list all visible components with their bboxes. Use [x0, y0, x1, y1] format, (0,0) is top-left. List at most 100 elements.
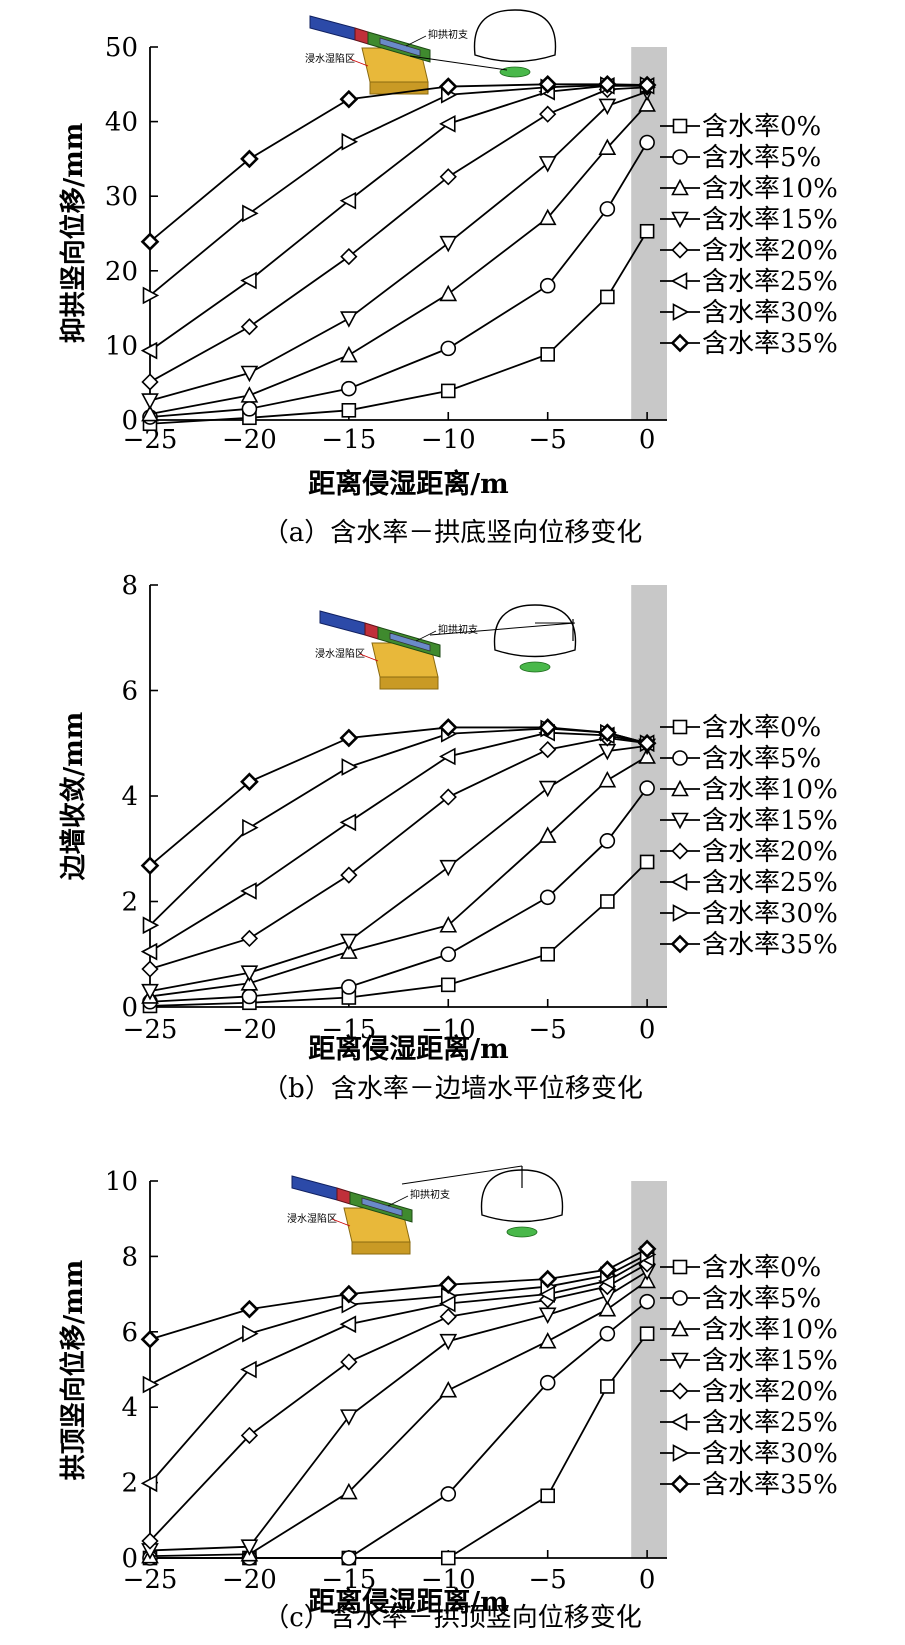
legend-label: 含水率30%: [702, 298, 838, 328]
data-point: [538, 780, 557, 798]
data-point: [598, 743, 617, 761]
data-point: [438, 1275, 458, 1295]
data-point: [439, 284, 458, 302]
legend-marker: [672, 118, 688, 134]
data-point: [340, 247, 358, 266]
data-point: [440, 1486, 457, 1502]
data-point: [598, 1299, 617, 1317]
y-tick-label: 4: [121, 782, 138, 812]
data-point: [639, 780, 655, 796]
legend-marker: [670, 873, 688, 891]
data-point: [140, 1474, 158, 1493]
x-axis-label: 距离侵湿距离/m: [308, 1586, 508, 1618]
series-5: [140, 1249, 655, 1493]
data-point: [341, 403, 357, 418]
data-point: [339, 1284, 359, 1304]
data-point: [440, 1550, 456, 1566]
data-point: [538, 826, 557, 843]
series-4: [141, 78, 656, 391]
legend-marker: [672, 303, 690, 321]
legend-label: 含水率35%: [702, 329, 838, 359]
data-point: [440, 383, 456, 399]
data-point: [140, 341, 158, 360]
data-point: [440, 946, 457, 963]
legend-label: 含水率25%: [702, 868, 838, 898]
data-point: [598, 138, 617, 156]
legend-label: 含水率0%: [702, 1253, 821, 1283]
inset-cross-section: [401, 1165, 564, 1238]
y-tick-label: 40: [105, 108, 138, 138]
legend-marker: [671, 1352, 689, 1370]
data-point: [639, 223, 655, 239]
y-axis-label: 边墙收敛/mm: [58, 712, 89, 881]
x-tick-label: −15: [321, 1015, 376, 1045]
data-point: [639, 1326, 655, 1341]
x-tick-label: 0: [639, 1015, 656, 1045]
shaded-region: [631, 585, 667, 1007]
series-0: [142, 1326, 655, 1566]
data-point: [538, 208, 557, 226]
x-tick-label: −20: [222, 1565, 277, 1595]
series-line: [149, 731, 648, 953]
data-point: [339, 813, 357, 832]
series-2: [141, 1271, 656, 1564]
inset-cross-section: [429, 604, 577, 673]
legend-marker: [671, 779, 689, 797]
data-point: [240, 386, 259, 403]
y-tick-label: 0: [121, 1544, 138, 1574]
data-point: [141, 1532, 159, 1550]
data-point: [440, 340, 457, 357]
series-line: [149, 755, 648, 998]
data-point: [539, 1374, 556, 1391]
legend-marker: [671, 842, 689, 860]
inset-wet-zone: [499, 66, 531, 78]
chart-panel-b: 0 2 4 6 8 −25 −20 −15 −10 −5 0 距离侵湿距离/m 边墙收敛/mm 抑拱初支浸…: [58, 571, 838, 1065]
inset-soil-side: [379, 676, 439, 690]
data-point: [439, 1333, 458, 1351]
y-axis-label: 抑拱竖向位移/mm: [58, 123, 89, 344]
inset-leader-1: [405, 35, 427, 47]
data-point: [439, 1308, 457, 1326]
legend: 含水率0%含水率5%含水率10%含水率15%含水率20%含水率25%含水率30%…: [660, 713, 838, 960]
data-point: [142, 1375, 160, 1394]
data-point: [241, 401, 258, 417]
legend-marker: [671, 1382, 689, 1400]
data-point: [539, 105, 557, 123]
data-point: [598, 1260, 617, 1279]
data-point: [540, 347, 555, 362]
data-point: [240, 772, 259, 792]
series-7: [140, 1239, 657, 1349]
data-point: [240, 365, 259, 383]
data-point: [600, 289, 615, 305]
data-point: [539, 740, 557, 759]
legend-label: 含水率15%: [702, 806, 838, 836]
data-point: [540, 1488, 555, 1504]
data-point: [639, 1293, 655, 1310]
data-point: [599, 201, 616, 217]
data-point: [340, 1482, 358, 1500]
data-point: [341, 979, 357, 995]
x-axis-label: 距离侵湿距离/m: [308, 468, 508, 500]
x-tick-label: −15: [321, 1565, 376, 1595]
series-line: [149, 726, 648, 867]
data-point: [140, 232, 160, 252]
inset-tube-blue: [291, 1175, 338, 1201]
legend-marker: [672, 1290, 688, 1306]
inset-leader-1: [387, 1195, 409, 1207]
y-tick-label: 10: [105, 1167, 138, 1197]
data-point: [599, 1325, 616, 1342]
data-point: [142, 286, 160, 305]
x-tick-label: −25: [123, 1565, 178, 1595]
data-point: [141, 983, 159, 1001]
caption-c: （c）含水率－拱顶竖向位移变化: [263, 1603, 642, 1633]
legend-label: 含水率10%: [702, 174, 838, 204]
data-point: [340, 933, 358, 951]
legend: 含水率0%含水率5%含水率10%含水率15%含水率20%含水率25%含水率30%…: [660, 112, 838, 359]
inset-tunnel-outline: [473, 9, 557, 63]
inset-leader-2: [349, 58, 369, 67]
legend: 含水率0%含水率5%含水率10%含水率15%含水率20%含水率25%含水率30%…: [660, 1253, 838, 1500]
legend-label: 含水率5%: [702, 744, 821, 774]
